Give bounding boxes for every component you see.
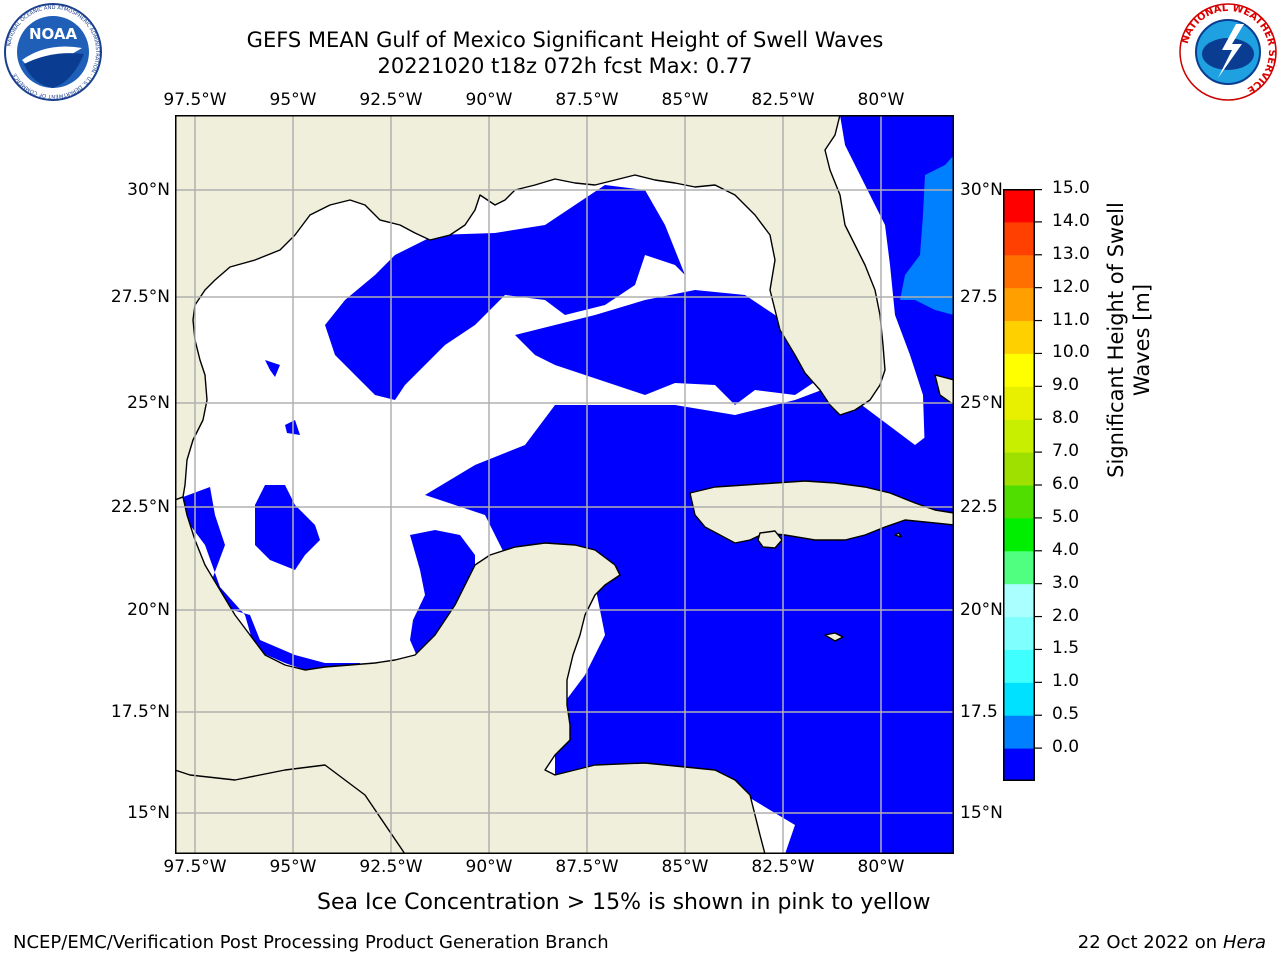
colorbar-tick-label: 1.5 <box>1052 638 1080 659</box>
colorbar-segment <box>1003 189 1035 223</box>
colorbar-segment <box>1003 419 1035 453</box>
lat-label-left-1: 30°N <box>127 180 170 200</box>
colorbar-segment <box>1003 353 1035 387</box>
footer-host: Hera <box>1222 932 1266 953</box>
lon-label-bottom-6: 85°W <box>661 857 709 877</box>
colorbar-segment <box>1003 320 1035 354</box>
colorbar-segment <box>1003 452 1035 486</box>
lat-label-right-5: 20°N <box>960 600 1003 620</box>
colorbar-segment <box>1003 517 1035 552</box>
colorbar-segment <box>1003 386 1035 420</box>
colorbar-tick-label: 0.0 <box>1052 737 1080 758</box>
colorbar-tick-label: 9.0 <box>1052 375 1080 396</box>
gulf-map <box>175 115 954 854</box>
nws-logo: NATIONAL WEATHER SERVICE <box>1179 3 1277 101</box>
colorbar-tick-label: 14.0 <box>1052 210 1090 231</box>
colorbar-tick-label: 12.0 <box>1052 276 1090 297</box>
colorbar-label: Significant Height of Swell Waves [m] <box>1103 40 1155 640</box>
colorbar-segment <box>1003 221 1035 256</box>
lon-label-top-2: 95°W <box>269 90 317 110</box>
lon-label-bottom-1: 97.5°W <box>163 857 227 877</box>
lon-label-top-1: 97.5°W <box>163 90 227 110</box>
colorbar-tick-label: 13.0 <box>1052 243 1090 264</box>
lat-label-right-2: 27.5 <box>960 287 998 307</box>
lat-label-right-6: 17.5 <box>960 702 998 722</box>
colorbar-tick-label: 15.0 <box>1052 178 1090 198</box>
lon-label-top-4: 90°W <box>465 90 513 110</box>
colorbar-tick-label: 5.0 <box>1052 506 1080 527</box>
colorbar-tick-label: 11.0 <box>1052 309 1090 330</box>
colorbar-segment <box>1003 649 1035 683</box>
colorbar-segment <box>1003 485 1035 519</box>
noaa-logo-text: NOAA <box>29 25 78 43</box>
lat-label-left-4: 22.5°N <box>110 497 170 517</box>
lon-label-bottom-8: 80°W <box>857 857 905 877</box>
map-title: GEFS MEAN Gulf of Mexico Significant Hei… <box>246 28 884 52</box>
lat-label-left-2: 27.5°N <box>110 287 170 307</box>
lat-label-left-7: 15°N <box>127 803 170 823</box>
lon-label-bottom-4: 90°W <box>465 857 513 877</box>
colorbar-label-line2: Waves [m] <box>1130 283 1154 397</box>
colorbar-segment <box>1003 682 1035 716</box>
map-subtitle: 20221020 t18z 072h fcst Max: 0.77 <box>377 54 753 78</box>
colorbar-tick-label: 10.0 <box>1052 342 1090 363</box>
lon-label-bottom-2: 95°W <box>269 857 317 877</box>
footer-left: NCEP/EMC/Verification Post Processing Pr… <box>13 932 609 953</box>
sea-ice-note: Sea Ice Concentration > 15% is shown in … <box>317 890 931 915</box>
footer-date: 22 Oct 2022 on <box>1077 932 1223 953</box>
lon-label-top-3: 92.5°W <box>359 90 423 110</box>
lon-label-top-7: 82.5°W <box>751 90 815 110</box>
lon-label-top-8: 80°W <box>857 90 905 110</box>
land <box>175 115 954 854</box>
colorbar-segment <box>1003 254 1035 289</box>
lon-label-bottom-7: 82.5°W <box>751 857 815 877</box>
colorbar-tick-label: 2.0 <box>1052 605 1080 626</box>
colorbar-tick-label: 0.5 <box>1052 704 1080 725</box>
colorbar-tick-label: 6.0 <box>1052 474 1080 494</box>
footer-right: 22 Oct 2022 on Hera <box>1078 932 1266 953</box>
colorbar-tick-label: 1.0 <box>1052 671 1080 692</box>
lon-label-top-5: 87.5°W <box>555 90 619 110</box>
lat-label-right-4: 22.5 <box>960 497 998 517</box>
colorbar-segment <box>1003 616 1035 650</box>
colorbar <box>1003 189 1035 781</box>
noaa-logo: NOAA NATIONAL OCEANIC AND ATMOSPHERIC AD… <box>4 3 102 101</box>
colorbar-ticks <box>1035 189 1042 749</box>
lat-label-right-3: 25°N <box>960 393 1003 413</box>
lat-label-right-1: 30°N <box>960 180 1003 200</box>
colorbar-tick-label: 8.0 <box>1052 408 1080 429</box>
colorbar-tick-label: 3.0 <box>1052 572 1080 593</box>
map-frame <box>175 115 954 854</box>
lon-label-bottom-3: 92.5°W <box>359 857 423 877</box>
colorbar-segment <box>1003 583 1035 618</box>
lon-label-top-6: 85°W <box>661 90 709 110</box>
colorbar-segment <box>1003 748 1035 781</box>
colorbar-segment <box>1003 715 1035 749</box>
lat-label-left-3: 25°N <box>127 393 170 413</box>
lat-label-left-6: 17.5°N <box>110 702 170 722</box>
colorbar-label-line1: Significant Height of Swell <box>1104 202 1128 478</box>
colorbar-tick-label: 7.0 <box>1052 441 1080 462</box>
colorbar-segment <box>1003 550 1035 585</box>
colorbar-segment <box>1003 287 1035 322</box>
graticule <box>175 115 954 854</box>
lat-label-left-5: 20°N <box>127 600 170 620</box>
lon-label-bottom-5: 87.5°W <box>555 857 619 877</box>
lat-label-right-7: 15°N <box>960 803 1003 823</box>
colorbar-tick-label: 4.0 <box>1052 539 1080 560</box>
